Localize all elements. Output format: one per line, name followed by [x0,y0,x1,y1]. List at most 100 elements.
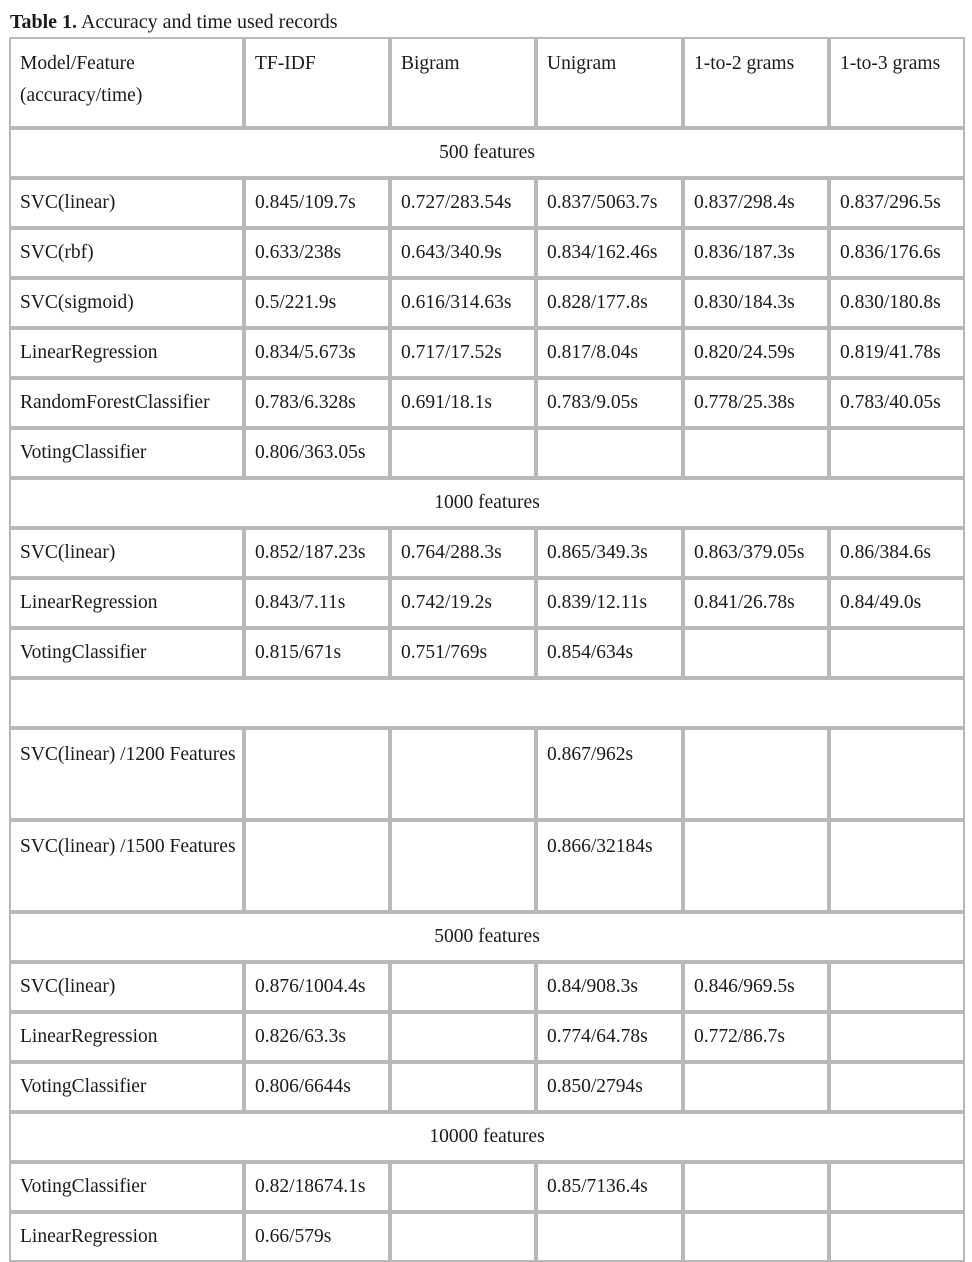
value-cell: 0.830/180.8s [829,278,965,328]
table-row: SVC(sigmoid) 0.5/221.9s 0.616/314.63s 0.… [9,278,965,328]
value-cell [390,428,536,478]
table-row: VotingClassifier 0.815/671s 0.751/769s 0… [9,628,965,678]
table-row: SVC(linear) /1500 Features 0.866/32184s [9,820,965,912]
value-cell [390,1162,536,1212]
model-cell: LinearRegression [9,578,244,628]
model-cell: SVC(linear) [9,962,244,1012]
model-cell: VotingClassifier [9,1062,244,1112]
value-cell: 0.843/7.11s [244,578,390,628]
value-cell: 0.774/64.78s [536,1012,683,1062]
column-header: Model/Feature (accuracy/time) [9,37,244,128]
column-header: 1-to-3 grams [829,37,965,128]
table-caption: Table 1. Accuracy and time used records [10,10,338,34]
value-cell: 0.764/288.3s [390,528,536,578]
value-cell: 0.633/238s [244,228,390,278]
table-row: RandomForestClassifier 0.783/6.328s 0.69… [9,378,965,428]
value-cell: 0.772/86.7s [683,1012,829,1062]
model-cell: SVC(sigmoid) [9,278,244,328]
section-title: 10000 features [9,1112,965,1162]
value-cell [683,1062,829,1112]
caption-label: Table 1. [10,11,78,33]
value-cell: 0.826/63.3s [244,1012,390,1062]
value-cell [829,820,965,912]
value-cell: 0.837/296.5s [829,178,965,228]
value-cell [244,820,390,912]
value-cell [244,728,390,820]
value-cell: 0.837/298.4s [683,178,829,228]
table-row: SVC(rbf) 0.633/238s 0.643/340.9s 0.834/1… [9,228,965,278]
value-cell: 0.846/969.5s [683,962,829,1012]
value-cell: 0.783/40.05s [829,378,965,428]
value-cell: 0.82/18674.1s [244,1162,390,1212]
value-cell: 0.839/12.11s [536,578,683,628]
model-cell: SVC(linear) [9,178,244,228]
table-row: SVC(linear) /1200 Features 0.867/962s [9,728,965,820]
value-cell: 0.815/671s [244,628,390,678]
table-row: VotingClassifier 0.82/18674.1s 0.85/7136… [9,1162,965,1212]
value-cell: 0.837/5063.7s [536,178,683,228]
value-cell: 0.86/384.6s [829,528,965,578]
header-row: Model/Feature (accuracy/time) TF-IDF Big… [9,37,965,128]
value-cell [536,428,683,478]
model-cell: SVC(linear) /1500 Features [9,820,244,912]
value-cell: 0.783/6.328s [244,378,390,428]
value-cell: 0.783/9.05s [536,378,683,428]
value-cell: 0.817/8.04s [536,328,683,378]
model-cell: VotingClassifier [9,428,244,478]
value-cell [683,428,829,478]
value-cell: 0.841/26.78s [683,578,829,628]
value-cell: 0.84/908.3s [536,962,683,1012]
column-header: 1-to-2 grams [683,37,829,128]
model-cell: LinearRegression [9,1212,244,1262]
table-row: SVC(linear) 0.845/109.7s 0.727/283.54s 0… [9,178,965,228]
value-cell: 0.691/18.1s [390,378,536,428]
value-cell [683,628,829,678]
value-cell [683,1162,829,1212]
section-title: 5000 features [9,912,965,962]
section-row: 500 features [9,128,965,178]
section-row [9,678,965,728]
value-cell [683,820,829,912]
value-cell: 0.828/177.8s [536,278,683,328]
column-header: Bigram [390,37,536,128]
value-cell [829,1062,965,1112]
value-cell [390,820,536,912]
column-header: TF-IDF [244,37,390,128]
value-cell: 0.717/17.52s [390,328,536,378]
value-cell [829,728,965,820]
table-row: VotingClassifier 0.806/6644s 0.850/2794s [9,1062,965,1112]
value-cell: 0.616/314.63s [390,278,536,328]
value-cell: 0.66/579s [244,1212,390,1262]
value-cell: 0.876/1004.4s [244,962,390,1012]
table-row: LinearRegression 0.66/579s [9,1212,965,1262]
value-cell: 0.751/769s [390,628,536,678]
value-cell [829,1012,965,1062]
table-row: VotingClassifier 0.806/363.05s [9,428,965,478]
value-cell [390,1212,536,1262]
results-table: Model/Feature (accuracy/time) TF-IDF Big… [9,37,965,1262]
value-cell: 0.852/187.23s [244,528,390,578]
value-cell [829,628,965,678]
section-row: 1000 features [9,478,965,528]
table-row: SVC(linear) 0.852/187.23s 0.764/288.3s 0… [9,528,965,578]
value-cell [390,1062,536,1112]
value-cell: 0.727/283.54s [390,178,536,228]
value-cell [829,962,965,1012]
value-cell [390,1012,536,1062]
table-row: SVC(linear) 0.876/1004.4s 0.84/908.3s 0.… [9,962,965,1012]
model-cell: LinearRegression [9,328,244,378]
column-header: Unigram [536,37,683,128]
value-cell: 0.806/6644s [244,1062,390,1112]
model-cell: SVC(rbf) [9,228,244,278]
section-title [9,678,965,728]
model-cell: VotingClassifier [9,628,244,678]
section-row: 10000 features [9,1112,965,1162]
value-cell: 0.866/32184s [536,820,683,912]
value-cell [829,1212,965,1262]
value-cell: 0.836/187.3s [683,228,829,278]
model-cell: RandomForestClassifier [9,378,244,428]
model-cell: SVC(linear) /1200 Features [9,728,244,820]
value-cell: 0.643/340.9s [390,228,536,278]
table-row: LinearRegression 0.826/63.3s 0.774/64.78… [9,1012,965,1062]
model-cell: LinearRegression [9,1012,244,1062]
